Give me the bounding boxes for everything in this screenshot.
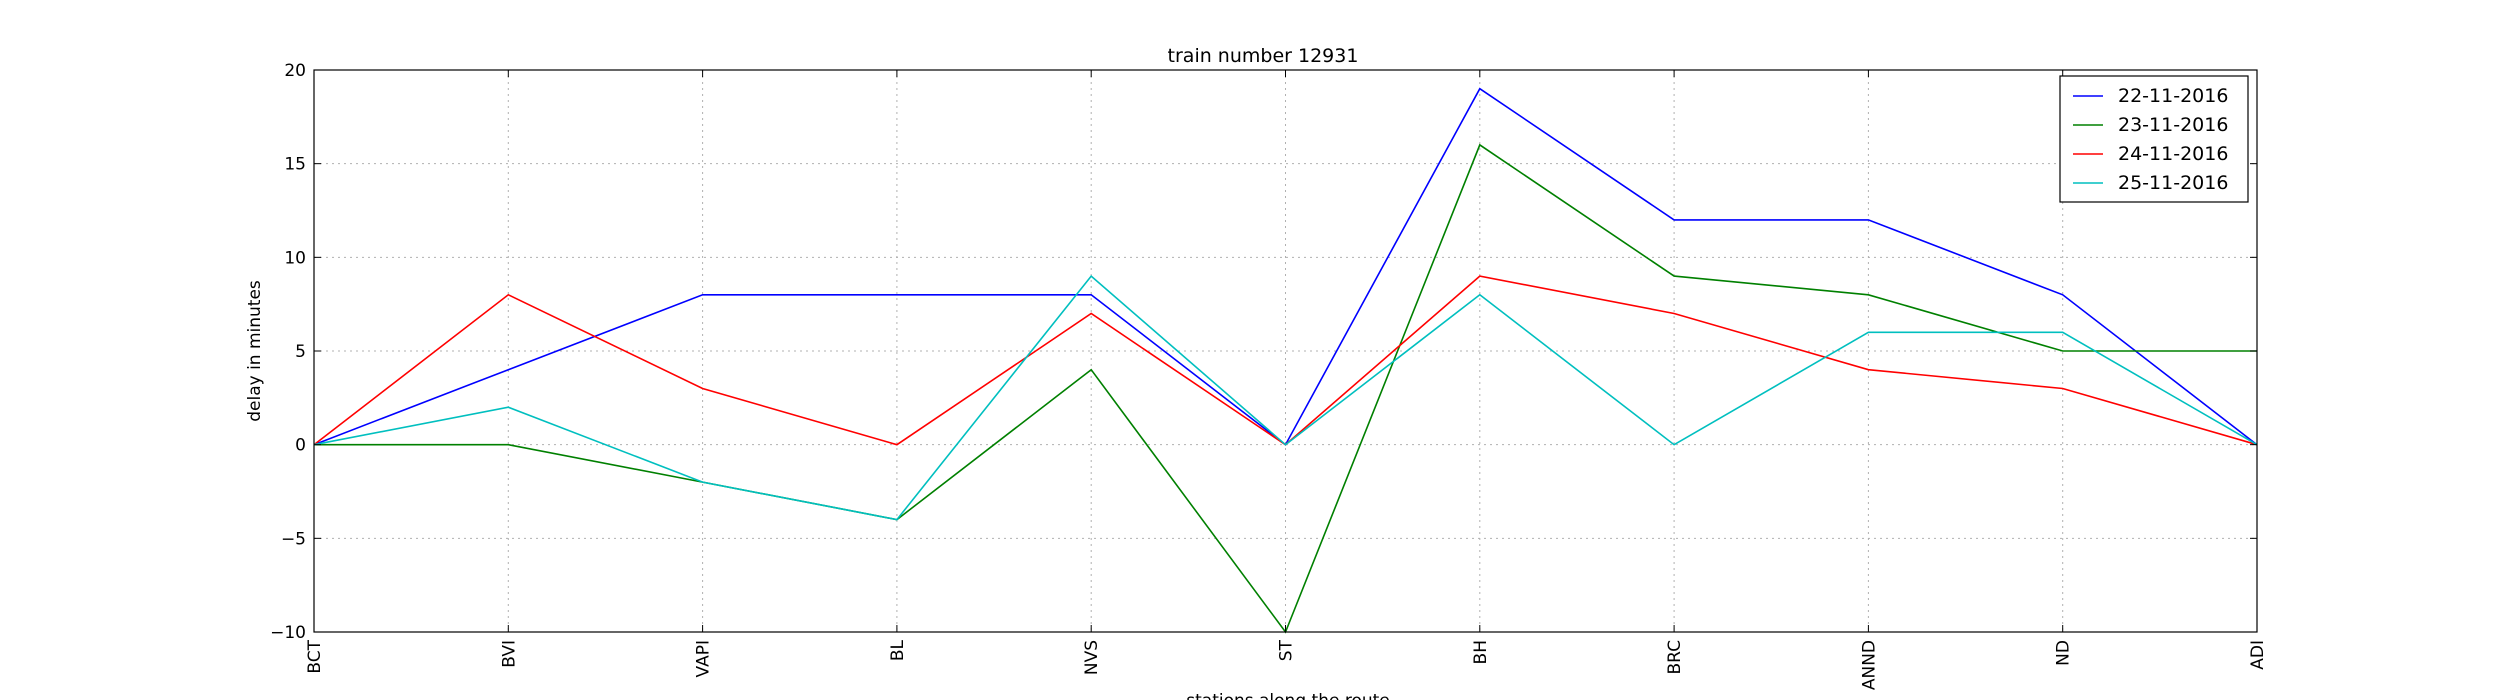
- x-axis-ticks: BCT BVI VAPI BL NVS ST BH BRC ANND ND ADI: [305, 70, 2268, 690]
- y-axis-ticks: −10 −5 0 5 10 15 20: [270, 61, 2257, 643]
- legend-label: 23-11-2016: [2118, 114, 2228, 136]
- y-tick-label: 10: [284, 248, 306, 268]
- x-tick-label: BCT: [305, 639, 325, 673]
- y-tick-label: 5: [295, 342, 306, 362]
- legend-label: 24-11-2016: [2118, 143, 2228, 165]
- x-tick-label: ANND: [1859, 640, 1879, 690]
- x-tick-label: ADI: [2248, 640, 2268, 670]
- series-lines: [313, 87, 2258, 634]
- legend-label: 22-11-2016: [2118, 85, 2228, 107]
- x-tick-label: NVS: [1082, 640, 1102, 675]
- x-tick-label: ND: [2054, 640, 2074, 666]
- y-tick-label: −10: [270, 623, 306, 643]
- legend-label: 25-11-2016: [2118, 172, 2228, 194]
- y-tick-label: 15: [284, 155, 306, 175]
- x-tick-label: BL: [888, 639, 908, 661]
- x-tick-label: BH: [1471, 640, 1491, 664]
- y-axis-label: delay in minutes: [245, 280, 265, 422]
- x-tick-label: ST: [1277, 639, 1297, 661]
- x-tick-label: BRC: [1665, 640, 1685, 675]
- legend: 22-11-2016 23-11-2016 24-11-2016 25-11-2016: [2059, 75, 2249, 203]
- x-axis-label: stations along the route: [1186, 691, 1390, 700]
- series-line-25-11-2016: [313, 274, 2258, 521]
- y-tick-label: 0: [295, 436, 306, 456]
- y-tick-label: 20: [284, 61, 306, 81]
- chart-title: train number 12931: [1168, 45, 1359, 67]
- x-tick-label: VAPI: [694, 640, 714, 677]
- legend-box: [2059, 75, 2249, 203]
- y-tick-label: −5: [281, 529, 306, 549]
- x-tick-label: BVI: [499, 640, 519, 668]
